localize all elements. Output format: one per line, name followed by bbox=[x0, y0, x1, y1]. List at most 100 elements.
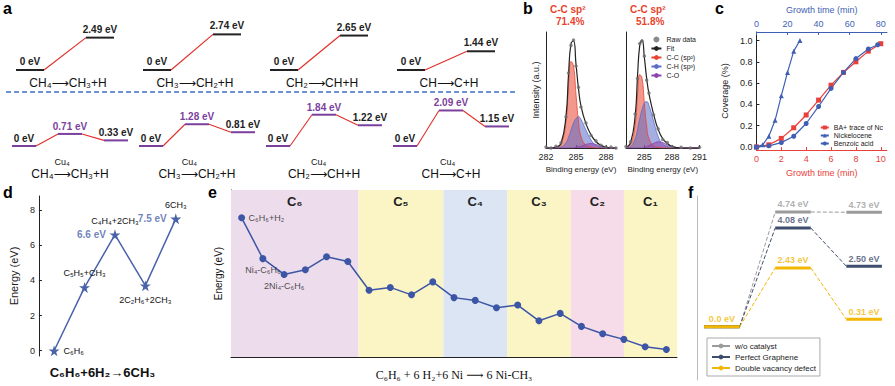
svg-text:0.31 eV: 0.31 eV bbox=[849, 307, 880, 317]
svg-text:1.15 eV: 1.15 eV bbox=[480, 113, 515, 124]
svg-text:285: 285 bbox=[568, 152, 583, 162]
svg-text:C₁: C₁ bbox=[643, 194, 658, 209]
svg-text:4.74 eV: 4.74 eV bbox=[777, 199, 808, 209]
svg-text:282: 282 bbox=[538, 152, 553, 162]
svg-text:Nickelocene: Nickelocene bbox=[834, 132, 872, 139]
svg-text:2C₂H₆+2CH₃: 2C₂H₆+2CH₃ bbox=[119, 295, 171, 305]
svg-text:2.74 eV: 2.74 eV bbox=[210, 20, 245, 31]
svg-text:0 eV: 0 eV bbox=[401, 56, 422, 67]
svg-text:C₄H₄+2CH₃: C₄H₄+2CH₃ bbox=[91, 216, 139, 226]
svg-text:BA+ trace of Nc: BA+ trace of Nc bbox=[834, 124, 884, 131]
svg-text:288: 288 bbox=[664, 152, 679, 162]
svg-text:0: 0 bbox=[754, 19, 759, 29]
svg-text:0 eV: 0 eV bbox=[147, 56, 168, 67]
svg-text:8: 8 bbox=[853, 154, 858, 164]
svg-text:C₆H₆+H₂: C₆H₆+H₂ bbox=[249, 213, 285, 223]
svg-text:Ni₄-C₆H₆: Ni₄-C₆H₆ bbox=[245, 265, 281, 275]
svg-text:51.8%: 51.8% bbox=[636, 16, 664, 27]
svg-text:40: 40 bbox=[814, 19, 824, 29]
svg-text:C₅: C₅ bbox=[393, 194, 408, 209]
svg-text:0 eV: 0 eV bbox=[20, 56, 41, 67]
svg-text:C₆: C₆ bbox=[287, 194, 302, 209]
svg-text:Perfect Graphene: Perfect Graphene bbox=[735, 353, 799, 362]
svg-text:Cu₄: Cu₄ bbox=[182, 157, 198, 167]
svg-text:0 eV: 0 eV bbox=[14, 133, 35, 144]
svg-text:Intensity (a.u.): Intensity (a.u.) bbox=[531, 61, 541, 118]
svg-text:C₅H₅+CH₃: C₅H₅+CH₃ bbox=[63, 268, 106, 278]
svg-text:4.73 eV: 4.73 eV bbox=[849, 200, 880, 210]
svg-text:w/o catalyst: w/o catalyst bbox=[734, 342, 778, 351]
svg-text:71.4%: 71.4% bbox=[556, 16, 584, 27]
svg-text:2.65 eV: 2.65 eV bbox=[337, 22, 372, 33]
svg-text:C-H (sp³): C-H (sp³) bbox=[666, 63, 695, 71]
svg-text:CH₂⟶CH+H: CH₂⟶CH+H bbox=[286, 76, 358, 90]
svg-text:C₂: C₂ bbox=[590, 194, 605, 209]
svg-text:6: 6 bbox=[30, 240, 35, 250]
svg-text:C₃: C₃ bbox=[531, 194, 546, 209]
svg-text:C-C sp²: C-C sp² bbox=[630, 4, 666, 15]
svg-text:0.81 eV: 0.81 eV bbox=[226, 119, 261, 130]
svg-text:Energy (eV): Energy (eV) bbox=[8, 247, 20, 306]
svg-text:CH₂⟶CH+H: CH₂⟶CH+H bbox=[288, 167, 360, 181]
svg-text:0: 0 bbox=[30, 346, 35, 356]
svg-text:2.43 eV: 2.43 eV bbox=[777, 255, 808, 265]
svg-text:0.2: 0.2 bbox=[740, 121, 753, 131]
svg-text:C₆H₆ + 6 H₂+6 Ni ⟶ 6 Ni-CH₃: C₆H₆ + 6 H₂+6 Ni ⟶ 6 Ni-CH₃ bbox=[376, 368, 532, 382]
svg-text:0 eV: 0 eV bbox=[141, 133, 162, 144]
svg-text:60: 60 bbox=[845, 19, 855, 29]
svg-text:8: 8 bbox=[30, 205, 35, 215]
svg-text:2: 2 bbox=[30, 311, 35, 321]
svg-text:CH₄⟶CH₃+H: CH₄⟶CH₃+H bbox=[29, 76, 106, 90]
svg-text:4.08 eV: 4.08 eV bbox=[777, 215, 808, 225]
svg-text:2.49 eV: 2.49 eV bbox=[83, 24, 118, 35]
svg-text:1.84 eV: 1.84 eV bbox=[307, 102, 342, 113]
svg-text:2Ni₄-C₆H₆: 2Ni₄-C₆H₆ bbox=[264, 281, 305, 291]
svg-text:C-C sp²: C-C sp² bbox=[550, 4, 586, 15]
svg-text:Benzoic acid: Benzoic acid bbox=[834, 140, 874, 147]
svg-text:CH₄⟶CH₃+H: CH₄⟶CH₃+H bbox=[31, 167, 108, 181]
svg-text:Cu₄: Cu₄ bbox=[55, 157, 71, 167]
svg-text:288: 288 bbox=[598, 152, 613, 162]
svg-text:0.0: 0.0 bbox=[740, 142, 753, 152]
svg-text:0.4: 0.4 bbox=[740, 99, 753, 109]
svg-text:80: 80 bbox=[876, 19, 886, 29]
svg-text:C-C (sp²): C-C (sp²) bbox=[666, 54, 695, 62]
svg-text:0 eV: 0 eV bbox=[268, 133, 289, 144]
svg-text:20: 20 bbox=[782, 19, 792, 29]
svg-text:6.6 eV: 6.6 eV bbox=[77, 229, 106, 240]
svg-text:285: 285 bbox=[637, 152, 652, 162]
svg-text:Binding energy (eV): Binding energy (eV) bbox=[546, 165, 617, 174]
svg-text:0.33 eV: 0.33 eV bbox=[99, 127, 134, 138]
svg-text:6CH₃: 6CH₃ bbox=[165, 200, 187, 210]
svg-text:C₆H₆+6H₂→6CH₃: C₆H₆+6H₂→6CH₃ bbox=[50, 365, 156, 380]
svg-text:CH⟶C+H: CH⟶C+H bbox=[422, 167, 481, 181]
svg-text:Growth time (min): Growth time (min) bbox=[786, 168, 858, 178]
svg-text:Double vacancy defect: Double vacancy defect bbox=[735, 364, 817, 373]
svg-text:Raw data: Raw data bbox=[666, 36, 696, 43]
svg-text:0.71 eV: 0.71 eV bbox=[53, 121, 88, 132]
svg-text:CH₃⟶CH₂+H: CH₃⟶CH₂+H bbox=[156, 76, 233, 90]
svg-text:Fit: Fit bbox=[666, 45, 674, 52]
svg-text:1.0: 1.0 bbox=[740, 36, 753, 46]
svg-text:0.8: 0.8 bbox=[740, 57, 753, 67]
svg-text:Cu₄: Cu₄ bbox=[311, 157, 327, 167]
svg-text:Energy (eV): Energy (eV) bbox=[213, 247, 224, 300]
svg-text:C₄: C₄ bbox=[467, 194, 483, 209]
svg-text:2: 2 bbox=[779, 154, 784, 164]
svg-text:CH₃⟶CH₂+H: CH₃⟶CH₂+H bbox=[158, 167, 235, 181]
svg-text:0 eV: 0 eV bbox=[395, 133, 416, 144]
svg-text:1.44 eV: 1.44 eV bbox=[464, 37, 499, 48]
svg-text:1.22 eV: 1.22 eV bbox=[353, 112, 388, 123]
svg-text:1.28 eV: 1.28 eV bbox=[180, 111, 215, 122]
svg-text:Growth time (min): Growth time (min) bbox=[786, 5, 858, 15]
svg-text:0.0 eV: 0.0 eV bbox=[709, 314, 735, 324]
svg-text:Cu₄: Cu₄ bbox=[440, 157, 456, 167]
svg-text:7.5 eV: 7.5 eV bbox=[138, 213, 167, 224]
svg-text:C-O: C-O bbox=[666, 72, 679, 79]
svg-text:2.09 eV: 2.09 eV bbox=[434, 97, 469, 108]
svg-text:4: 4 bbox=[804, 154, 809, 164]
svg-text:Binding energy (eV): Binding energy (eV) bbox=[627, 165, 698, 174]
svg-text:6: 6 bbox=[829, 154, 834, 164]
svg-text:10: 10 bbox=[876, 154, 886, 164]
svg-text:Coverage (%): Coverage (%) bbox=[720, 63, 730, 119]
